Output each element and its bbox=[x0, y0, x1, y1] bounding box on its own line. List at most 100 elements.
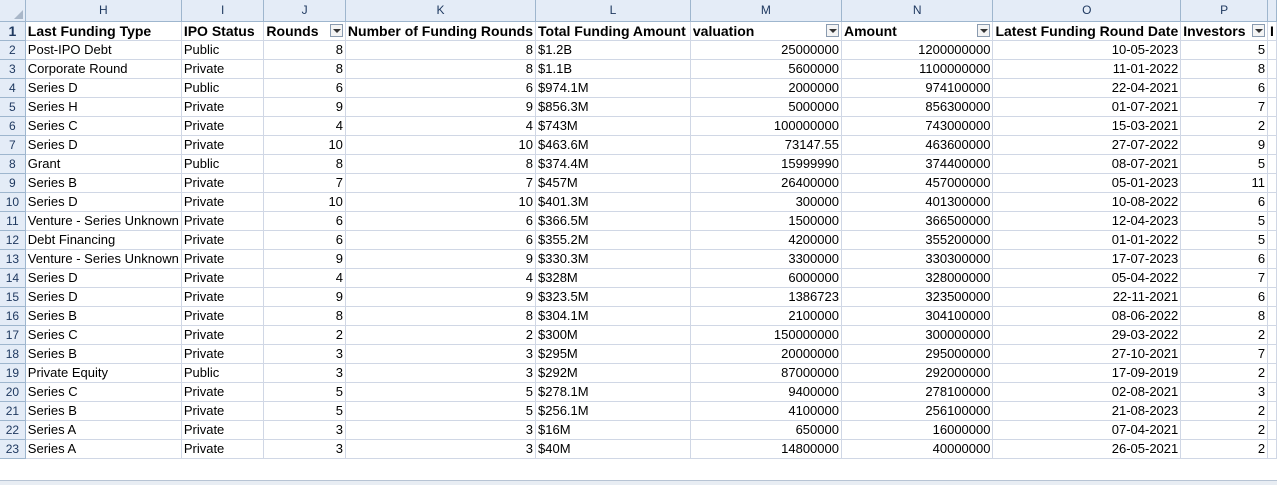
table-cell[interactable]: $323.5M bbox=[535, 287, 691, 307]
table-cell[interactable] bbox=[1267, 40, 1277, 60]
table-cell[interactable]: 8 bbox=[263, 306, 346, 326]
field-header-cell[interactable]: Number of Funding Rounds bbox=[345, 21, 537, 41]
table-cell[interactable]: 6000000 bbox=[690, 268, 842, 288]
table-cell[interactable]: Private bbox=[181, 173, 265, 193]
table-cell[interactable]: Series D bbox=[25, 192, 182, 212]
table-cell[interactable]: 330300000 bbox=[841, 249, 994, 269]
table-cell[interactable]: Series B bbox=[25, 173, 182, 193]
table-cell[interactable]: 743000000 bbox=[841, 116, 994, 136]
table-cell[interactable]: 10 bbox=[263, 135, 346, 155]
row-number[interactable]: 22 bbox=[0, 420, 26, 440]
table-cell[interactable] bbox=[1267, 363, 1277, 383]
table-cell[interactable]: 5 bbox=[1180, 40, 1269, 60]
row-number[interactable]: 8 bbox=[0, 154, 26, 174]
table-cell[interactable]: Series C bbox=[25, 116, 182, 136]
table-cell[interactable]: 300000 bbox=[690, 192, 842, 212]
table-cell[interactable]: 16000000 bbox=[841, 420, 994, 440]
table-cell[interactable]: 4 bbox=[263, 268, 346, 288]
table-cell[interactable] bbox=[1267, 97, 1277, 117]
table-cell[interactable]: 6 bbox=[263, 230, 346, 250]
table-cell[interactable]: 5 bbox=[345, 401, 537, 421]
table-cell[interactable]: 8 bbox=[345, 306, 537, 326]
table-cell[interactable] bbox=[1267, 382, 1277, 402]
table-cell[interactable]: 01-01-2022 bbox=[992, 230, 1182, 250]
table-cell[interactable]: 8 bbox=[263, 40, 346, 60]
table-cell[interactable]: 4 bbox=[345, 116, 537, 136]
table-cell[interactable]: Public bbox=[181, 78, 265, 98]
table-cell[interactable] bbox=[1267, 401, 1277, 421]
table-cell[interactable]: 6 bbox=[1180, 287, 1269, 307]
table-cell[interactable]: Public bbox=[181, 40, 265, 60]
table-cell[interactable]: $16M bbox=[535, 420, 691, 440]
table-cell[interactable]: 2000000 bbox=[690, 78, 842, 98]
table-cell[interactable]: 8 bbox=[263, 154, 346, 174]
table-cell[interactable]: 4 bbox=[345, 268, 537, 288]
table-cell[interactable]: $1.1B bbox=[535, 59, 691, 79]
table-cell[interactable]: Private bbox=[181, 439, 265, 459]
table-cell[interactable]: 29-03-2022 bbox=[992, 325, 1182, 345]
table-cell[interactable]: 10 bbox=[263, 192, 346, 212]
field-header-cell[interactable]: Rounds bbox=[263, 21, 346, 41]
table-cell[interactable]: Series B bbox=[25, 344, 182, 364]
table-cell[interactable]: 1200000000 bbox=[841, 40, 994, 60]
table-cell[interactable]: Series A bbox=[25, 439, 182, 459]
table-cell[interactable]: 6 bbox=[1180, 78, 1269, 98]
table-cell[interactable]: 3300000 bbox=[690, 249, 842, 269]
table-cell[interactable]: 21-08-2023 bbox=[992, 401, 1182, 421]
table-cell[interactable]: 73147.55 bbox=[690, 135, 842, 155]
table-cell[interactable]: Private bbox=[181, 230, 265, 250]
table-cell[interactable]: 304100000 bbox=[841, 306, 994, 326]
table-cell[interactable]: 17-09-2019 bbox=[992, 363, 1182, 383]
table-cell[interactable]: Private bbox=[181, 401, 265, 421]
table-cell[interactable]: $256.1M bbox=[535, 401, 691, 421]
table-cell[interactable]: 9 bbox=[1180, 135, 1269, 155]
table-cell[interactable]: Private Equity bbox=[25, 363, 182, 383]
table-cell[interactable] bbox=[1267, 268, 1277, 288]
row-number[interactable]: 16 bbox=[0, 306, 26, 326]
table-cell[interactable]: 7 bbox=[1180, 97, 1269, 117]
table-cell[interactable]: $1.2B bbox=[535, 40, 691, 60]
table-cell[interactable]: 17-07-2023 bbox=[992, 249, 1182, 269]
table-cell[interactable] bbox=[1267, 439, 1277, 459]
table-cell[interactable]: Private bbox=[181, 268, 265, 288]
table-cell[interactable]: 11-01-2022 bbox=[992, 59, 1182, 79]
column-header[interactable]: O bbox=[992, 0, 1182, 22]
table-cell[interactable]: 292000000 bbox=[841, 363, 994, 383]
table-cell[interactable]: 1386723 bbox=[690, 287, 842, 307]
table-cell[interactable]: Series B bbox=[25, 401, 182, 421]
table-cell[interactable]: 6 bbox=[1180, 192, 1269, 212]
table-cell[interactable]: 457000000 bbox=[841, 173, 994, 193]
table-cell[interactable] bbox=[1267, 135, 1277, 155]
table-cell[interactable]: 02-08-2021 bbox=[992, 382, 1182, 402]
table-cell[interactable]: $401.3M bbox=[535, 192, 691, 212]
field-header-cell[interactable]: Latest Funding Round Date bbox=[992, 21, 1182, 41]
table-cell[interactable]: 4 bbox=[263, 116, 346, 136]
column-header[interactable] bbox=[1267, 0, 1277, 22]
field-header-cell[interactable]: Amount bbox=[841, 21, 994, 41]
table-cell[interactable]: Post-IPO Debt bbox=[25, 40, 182, 60]
row-number[interactable]: 21 bbox=[0, 401, 26, 421]
field-header-cell[interactable]: IPO Status bbox=[181, 21, 265, 41]
table-cell[interactable]: Private bbox=[181, 59, 265, 79]
row-number[interactable]: 4 bbox=[0, 78, 26, 98]
table-cell[interactable] bbox=[1267, 287, 1277, 307]
table-cell[interactable]: 8 bbox=[345, 40, 537, 60]
table-cell[interactable]: Series C bbox=[25, 325, 182, 345]
row-number[interactable]: 9 bbox=[0, 173, 26, 193]
table-cell[interactable]: 9 bbox=[345, 249, 537, 269]
table-cell[interactable] bbox=[1267, 59, 1277, 79]
table-cell[interactable]: 9 bbox=[345, 287, 537, 307]
column-header[interactable]: I bbox=[181, 0, 265, 22]
table-cell[interactable]: 278100000 bbox=[841, 382, 994, 402]
table-cell[interactable]: 9 bbox=[345, 97, 537, 117]
table-cell[interactable] bbox=[1267, 173, 1277, 193]
table-cell[interactable]: 366500000 bbox=[841, 211, 994, 231]
table-cell[interactable]: $292M bbox=[535, 363, 691, 383]
table-cell[interactable]: 3 bbox=[345, 363, 537, 383]
table-cell[interactable]: 22-11-2021 bbox=[992, 287, 1182, 307]
table-cell[interactable]: 05-01-2023 bbox=[992, 173, 1182, 193]
table-cell[interactable]: 27-07-2022 bbox=[992, 135, 1182, 155]
table-cell[interactable]: Private bbox=[181, 211, 265, 231]
row-number[interactable]: 1 bbox=[0, 21, 26, 41]
table-cell[interactable] bbox=[1267, 344, 1277, 364]
